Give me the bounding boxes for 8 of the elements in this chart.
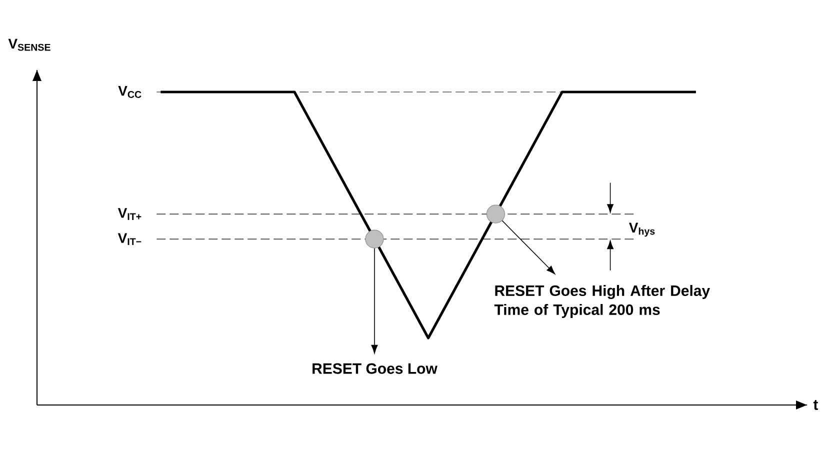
y-axis-title: V$_{SENSE}$: [8, 38, 50, 51]
x-axis-title: t: [813, 400, 818, 410]
ref-line-label: V$_{CC}$: [118, 86, 142, 98]
ref-line-label: V$_{IT−}$: [118, 233, 142, 246]
ref-line-label: V$_{IT+}$: [118, 208, 142, 220]
annotation: RESET Goes High After Delay Time of Typical 200 ms: [494, 285, 710, 318]
annotation: V$_{hys}$: [628, 222, 655, 237]
annotation: RESET Goes Low: [312, 363, 438, 374]
